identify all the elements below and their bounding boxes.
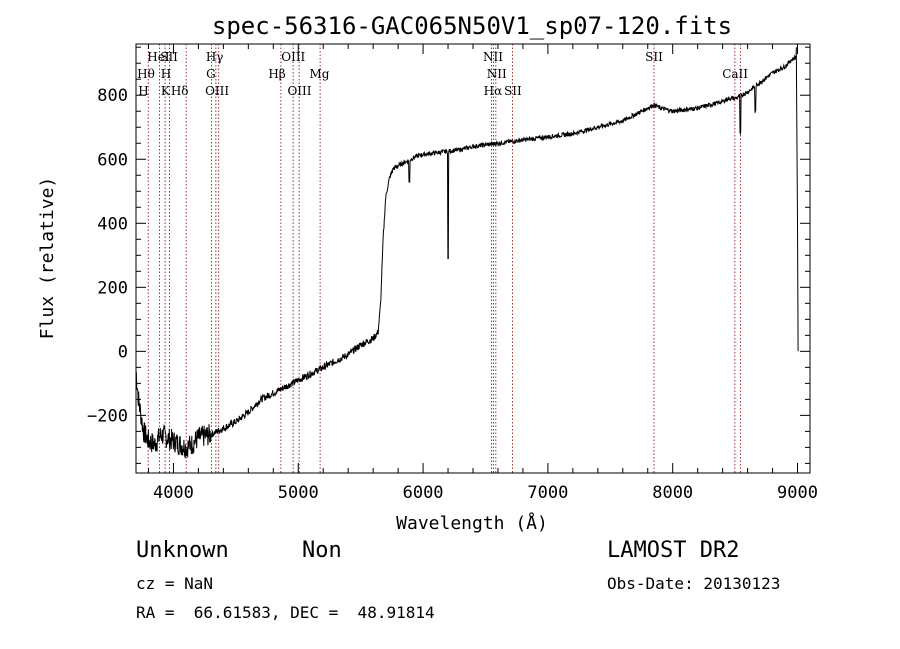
x-tick-label: 7000 [527, 483, 568, 503]
y-tick-label: 600 [97, 150, 128, 170]
x-axis-ticks: 4000 5000 6000 7000 8000 9000 [147, 44, 818, 503]
y-tick-label: 800 [97, 86, 128, 106]
spectrum-series-line [135, 47, 799, 459]
spectral-line-label: HeI [147, 50, 170, 64]
spectral-line-label: H [138, 84, 148, 98]
spectral-line-label: OIII [281, 50, 305, 64]
spectral-line-markers [147, 44, 741, 473]
plot-frame [135, 43, 811, 474]
spectral-line-label: Hθ [137, 67, 155, 81]
spectral-line-label: SII [645, 50, 663, 64]
y-tick-label: −200 [87, 406, 128, 426]
spectral-line-label: OIII [287, 84, 311, 98]
x-tick-label: 5000 [278, 483, 319, 503]
y-tick-label: 200 [97, 278, 128, 298]
spectral-line-label: NII [487, 67, 507, 81]
spectral-line-label: H [161, 67, 171, 81]
x-tick-label: 8000 [652, 483, 693, 503]
spectral-line-label: Hδ [171, 84, 189, 98]
spectral-line-label: Hβ [268, 67, 285, 81]
y-axis-label: Flux (relative) [37, 177, 58, 340]
x-tick-label: 9000 [777, 483, 818, 503]
chart-title: spec-56316-GAC065N50V1_sp07-120.fits [212, 12, 732, 40]
survey-label: LAMOST DR2 [607, 538, 740, 563]
obs-date-label: Obs-Date: 20130123 [607, 574, 781, 593]
coordinates-label: RA = 66.61583, DEC = 48.91814 [136, 603, 435, 622]
y-axis-ticks: −200 0 200 400 600 800 [87, 46, 810, 464]
classification-label: Unknown [136, 538, 229, 563]
spectral-line-label: SII [504, 84, 522, 98]
redshift-label: cz = NaN [136, 574, 214, 593]
y-tick-label: 0 [118, 342, 128, 362]
spectral-line-label: OIII [205, 84, 229, 98]
spectral-line-label: SII [160, 50, 178, 64]
x-tick-label: 4000 [153, 483, 194, 503]
spectral-line-label: Mg [309, 67, 329, 81]
spectral-line-label: NII [483, 50, 503, 64]
spectral-line-label: K [161, 84, 171, 98]
spectral-line-label: Hγ [206, 50, 224, 64]
spectral-line-label: CaII [722, 67, 748, 81]
spectral-line-label: Hα [484, 84, 503, 98]
x-axis-label: Wavelength (Å) [396, 512, 548, 534]
x-tick-label: 6000 [403, 483, 444, 503]
y-tick-label: 400 [97, 214, 128, 234]
subclass-label: Non [302, 538, 342, 563]
spectral-line-label: G [206, 67, 216, 81]
